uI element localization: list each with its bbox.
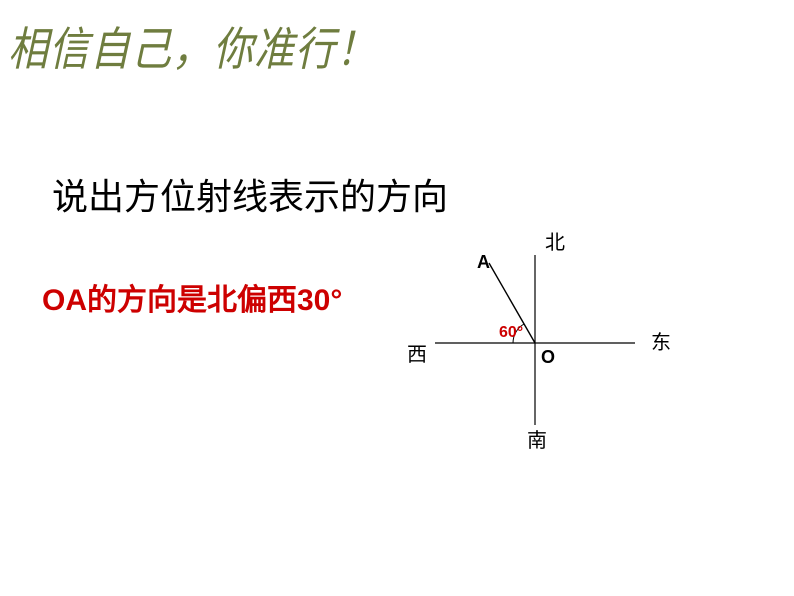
slide: 相信自己，你准行！ 说出方位射线表示的方向 OA的方向是北偏西30° A O 6… [0,0,794,596]
south-label: 南 [527,429,547,452]
north-label: 北 [545,231,565,254]
compass-diagram: A O 60° 北 南 东 西 [395,225,695,455]
origin-label: O [541,347,555,367]
question-prompt: 说出方位射线表示的方向 [52,168,448,220]
angle-label: 60° [499,324,523,341]
slide-title: 相信自己，你准行！ [8,12,377,79]
point-a-label: A [477,252,490,272]
east-label: 东 [651,331,671,354]
west-label: 西 [407,344,427,366]
answer-text: OA的方向是北偏西30° [42,275,342,319]
